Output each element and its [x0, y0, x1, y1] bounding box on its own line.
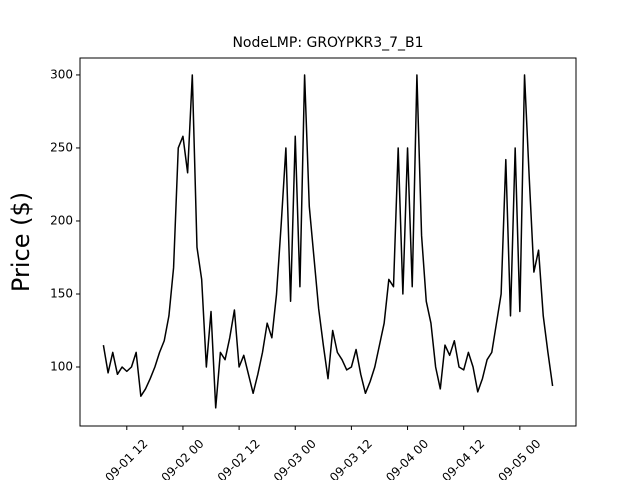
y-tick-label: 100: [50, 360, 73, 374]
x-tick-label: 09-04 12: [439, 437, 487, 480]
x-tick-label: 09-02 00: [159, 437, 207, 480]
price-line: [102, 74, 554, 409]
x-tick-label: 09-04 00: [383, 437, 431, 480]
x-tick-label: 09-03 12: [327, 437, 375, 480]
chart-title: NodeLMP: GROYPKR3_7_B1: [232, 35, 423, 51]
y-tick-label: 200: [50, 213, 73, 227]
y-tick-label: 250: [50, 140, 73, 154]
x-tick-label: 09-02 12: [215, 437, 263, 480]
x-tick-label: 09-05 00: [495, 437, 543, 480]
plot-frame: [79, 57, 577, 427]
x-tick-label: 09-03 00: [271, 437, 319, 480]
y-tick-label: 300: [50, 67, 73, 81]
y-tick-label: 150: [50, 286, 73, 300]
x-tick-label: 09-01 12: [102, 437, 150, 480]
y-axis-label: Price ($): [7, 192, 35, 292]
